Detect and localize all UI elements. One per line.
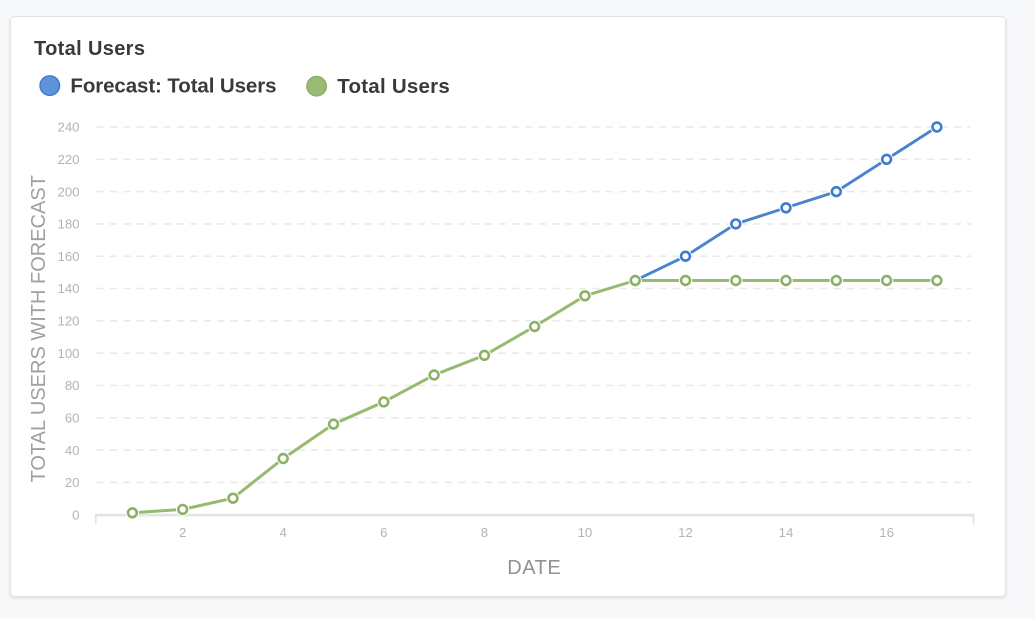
svg-text:4: 4 bbox=[280, 525, 287, 540]
svg-text:12: 12 bbox=[678, 525, 693, 540]
svg-text:14: 14 bbox=[779, 525, 794, 540]
svg-text:40: 40 bbox=[65, 443, 80, 458]
svg-text:140: 140 bbox=[57, 281, 79, 296]
svg-text:2: 2 bbox=[179, 525, 186, 540]
svg-text:10: 10 bbox=[578, 525, 593, 540]
svg-text:DATE: DATE bbox=[507, 557, 561, 579]
svg-text:Total Users: Total Users bbox=[34, 38, 145, 60]
svg-text:60: 60 bbox=[65, 411, 80, 426]
svg-text:220: 220 bbox=[57, 152, 79, 167]
svg-text:120: 120 bbox=[57, 314, 79, 329]
svg-text:160: 160 bbox=[57, 249, 79, 264]
svg-text:Total Users: Total Users bbox=[337, 75, 450, 98]
svg-text:16: 16 bbox=[879, 525, 894, 540]
svg-text:8: 8 bbox=[481, 525, 488, 540]
svg-text:Forecast: Total Users: Forecast: Total Users bbox=[70, 75, 276, 98]
svg-text:0: 0 bbox=[72, 507, 79, 522]
svg-text:TOTAL USERS WITH FORECAST: TOTAL USERS WITH FORECAST bbox=[28, 175, 50, 482]
svg-text:6: 6 bbox=[380, 525, 387, 540]
svg-text:20: 20 bbox=[65, 475, 80, 490]
svg-text:200: 200 bbox=[57, 184, 79, 199]
svg-text:80: 80 bbox=[65, 378, 80, 393]
svg-text:180: 180 bbox=[57, 217, 79, 232]
svg-text:100: 100 bbox=[57, 346, 79, 361]
svg-text:240: 240 bbox=[57, 120, 79, 135]
